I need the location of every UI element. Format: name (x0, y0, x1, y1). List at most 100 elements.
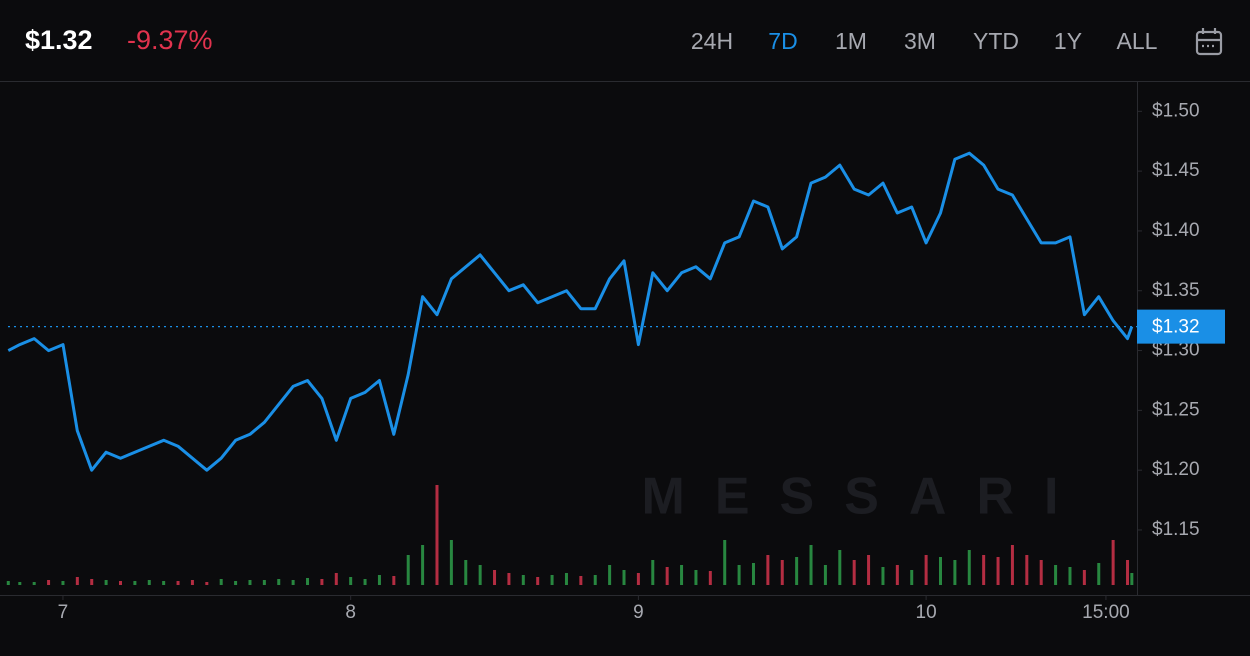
volume-bar (493, 570, 497, 585)
volume-bar (18, 582, 22, 585)
price-line (7, 151, 1134, 472)
volume-bar (795, 557, 799, 585)
volume-bar (924, 555, 928, 585)
volume-bar (1039, 560, 1043, 585)
volume-bar (766, 555, 770, 585)
range-button[interactable]: 7D (768, 28, 797, 54)
price-change: -9.37% (127, 25, 213, 55)
volume-bar (47, 580, 51, 585)
volume-bar (392, 576, 396, 585)
volume-bar (291, 580, 295, 585)
range-button[interactable]: YTD (973, 28, 1019, 54)
volume-bar (1111, 540, 1115, 585)
volume-bar (608, 565, 612, 585)
volume-bar (262, 580, 266, 585)
volume-bar (190, 580, 194, 585)
volume-bar (982, 555, 986, 585)
volume-bar (680, 565, 684, 585)
x-tick-label: 8 (345, 602, 356, 623)
volume-bar (967, 550, 971, 585)
volume-bar (507, 573, 511, 585)
volume-bar (521, 575, 525, 585)
volume-bar (593, 575, 597, 585)
volume-bar (75, 577, 79, 585)
volume-bar (205, 582, 209, 585)
volume-bar (838, 550, 842, 585)
y-tick-label: $1.30 (1152, 340, 1200, 361)
range-button[interactable]: 1M (835, 28, 867, 54)
calendar-icon[interactable] (1195, 28, 1223, 56)
range-button[interactable]: ALL (1117, 28, 1158, 54)
y-tick-label: $1.35 (1152, 280, 1200, 301)
volume-bar (32, 582, 36, 585)
range-button[interactable]: 1Y (1054, 28, 1082, 54)
volume-bar (737, 565, 741, 585)
x-tick-label: 7 (58, 602, 69, 623)
volume-bar (939, 557, 943, 585)
volume-bar (895, 565, 899, 585)
range-button[interactable]: 3M (904, 28, 936, 54)
volume-bar (665, 567, 669, 585)
volume-bar (708, 571, 712, 585)
volume-bar (536, 577, 540, 585)
volume-bar (1068, 567, 1072, 585)
volume-bar (219, 579, 223, 585)
y-tick-label: $1.40 (1152, 220, 1200, 241)
x-tick-label: 9 (633, 602, 644, 623)
volume-bar (234, 581, 238, 585)
volume-bar (377, 575, 381, 585)
volume-bar (996, 557, 1000, 585)
volume-bar (61, 581, 65, 585)
volume-bar (406, 555, 410, 585)
y-tick-label: $1.20 (1152, 459, 1200, 480)
volume-bar (953, 560, 957, 585)
volume-bar (478, 565, 482, 585)
volume-bar (622, 570, 626, 585)
volume-bar (421, 545, 425, 585)
volume-bar (1082, 570, 1086, 585)
volume-bar (363, 579, 367, 585)
last-price-label: $1.32 (1152, 317, 1200, 338)
price: $1.32 (25, 25, 93, 55)
volume-bar (90, 579, 94, 585)
volume-bar (881, 567, 885, 585)
volume-bar (464, 560, 468, 585)
volume-bar (1025, 555, 1029, 585)
volume-bar (1097, 563, 1101, 585)
volume-bar (6, 581, 10, 585)
volume-bar (579, 576, 583, 585)
y-tick-label: $1.50 (1152, 100, 1200, 121)
volume-bar (867, 555, 871, 585)
volume-bar (449, 540, 453, 585)
volume-bar (723, 540, 727, 585)
y-tick-label: $1.25 (1152, 399, 1200, 420)
volume-bar (636, 573, 640, 585)
volume-bar (852, 560, 856, 585)
watermark: MESSARI (642, 468, 1089, 526)
volume-bar (694, 570, 698, 585)
volume-bar (910, 570, 914, 585)
volume-bar (162, 581, 166, 585)
volume-bar (1010, 545, 1014, 585)
volume-bar (147, 580, 151, 585)
y-tick-label: $1.45 (1152, 160, 1200, 181)
x-tick-label: 15:00 (1082, 602, 1130, 623)
volume-bar (751, 563, 755, 585)
volume-bar (349, 577, 353, 585)
x-tick-label: 10 (916, 602, 937, 623)
volume-bar (334, 573, 338, 585)
volume-bar (320, 579, 324, 585)
volume-bar (435, 485, 439, 585)
volume-bar (809, 545, 813, 585)
volume-bar (564, 573, 568, 585)
volume-bar (104, 580, 108, 585)
volume-bar (550, 575, 554, 585)
volume-bar (306, 578, 310, 585)
volume-bar (651, 560, 655, 585)
volume-bar (248, 580, 252, 585)
range-button[interactable]: 24H (691, 28, 733, 54)
last-price-box (1137, 309, 1225, 344)
volume-bar (176, 581, 180, 585)
volume-bar (1054, 565, 1058, 585)
